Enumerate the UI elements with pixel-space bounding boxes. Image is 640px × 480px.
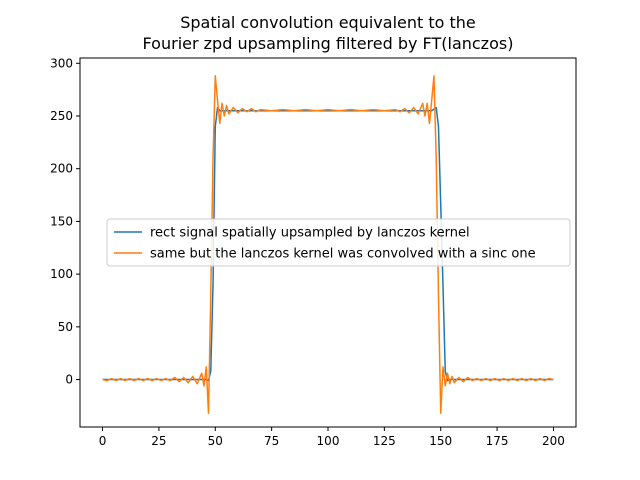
y-tick-label: 50 — [58, 320, 73, 334]
x-tick-label: 175 — [486, 434, 509, 448]
chart-title-line-1: Spatial convolution equivalent to the — [180, 13, 476, 32]
y-tick-label: 300 — [50, 56, 73, 70]
y-tick-label: 200 — [50, 162, 73, 176]
y-tick-label: 150 — [50, 214, 73, 228]
y-tick-label: 250 — [50, 109, 73, 123]
x-tick-label: 25 — [151, 434, 166, 448]
x-tick-label: 100 — [317, 434, 340, 448]
y-tick-label: 100 — [50, 267, 73, 281]
legend-box — [106, 218, 571, 267]
series-layer — [102, 75, 554, 415]
x-tick-label: 50 — [208, 434, 223, 448]
x-tick-label: 150 — [429, 434, 452, 448]
legend-label-series-2: same but the lanczos kernel was convolve… — [150, 247, 536, 262]
series-line-2 — [102, 75, 554, 415]
x-tick-label: 0 — [99, 434, 107, 448]
plot-area: 0 25 50 75 100 125 150 175 200 0 50 100 150 200 250 30… — [50, 56, 577, 448]
chart-title-line-2: Fourier zpd upsampling filtered by FT(la… — [143, 34, 514, 53]
y-tick-label: 0 — [65, 373, 73, 387]
x-tick-label: 200 — [542, 434, 565, 448]
y-axis-ticks: 0 50 100 150 200 250 300 — [50, 56, 80, 387]
legend-label-series-1: rect signal spatially upsampled by lancz… — [150, 226, 470, 241]
x-axis-ticks: 0 25 50 75 100 125 150 175 200 — [99, 427, 565, 448]
legend: rect signal spatially upsampled by lancz… — [106, 218, 571, 267]
x-tick-label: 75 — [264, 434, 279, 448]
x-tick-label: 125 — [373, 434, 396, 448]
